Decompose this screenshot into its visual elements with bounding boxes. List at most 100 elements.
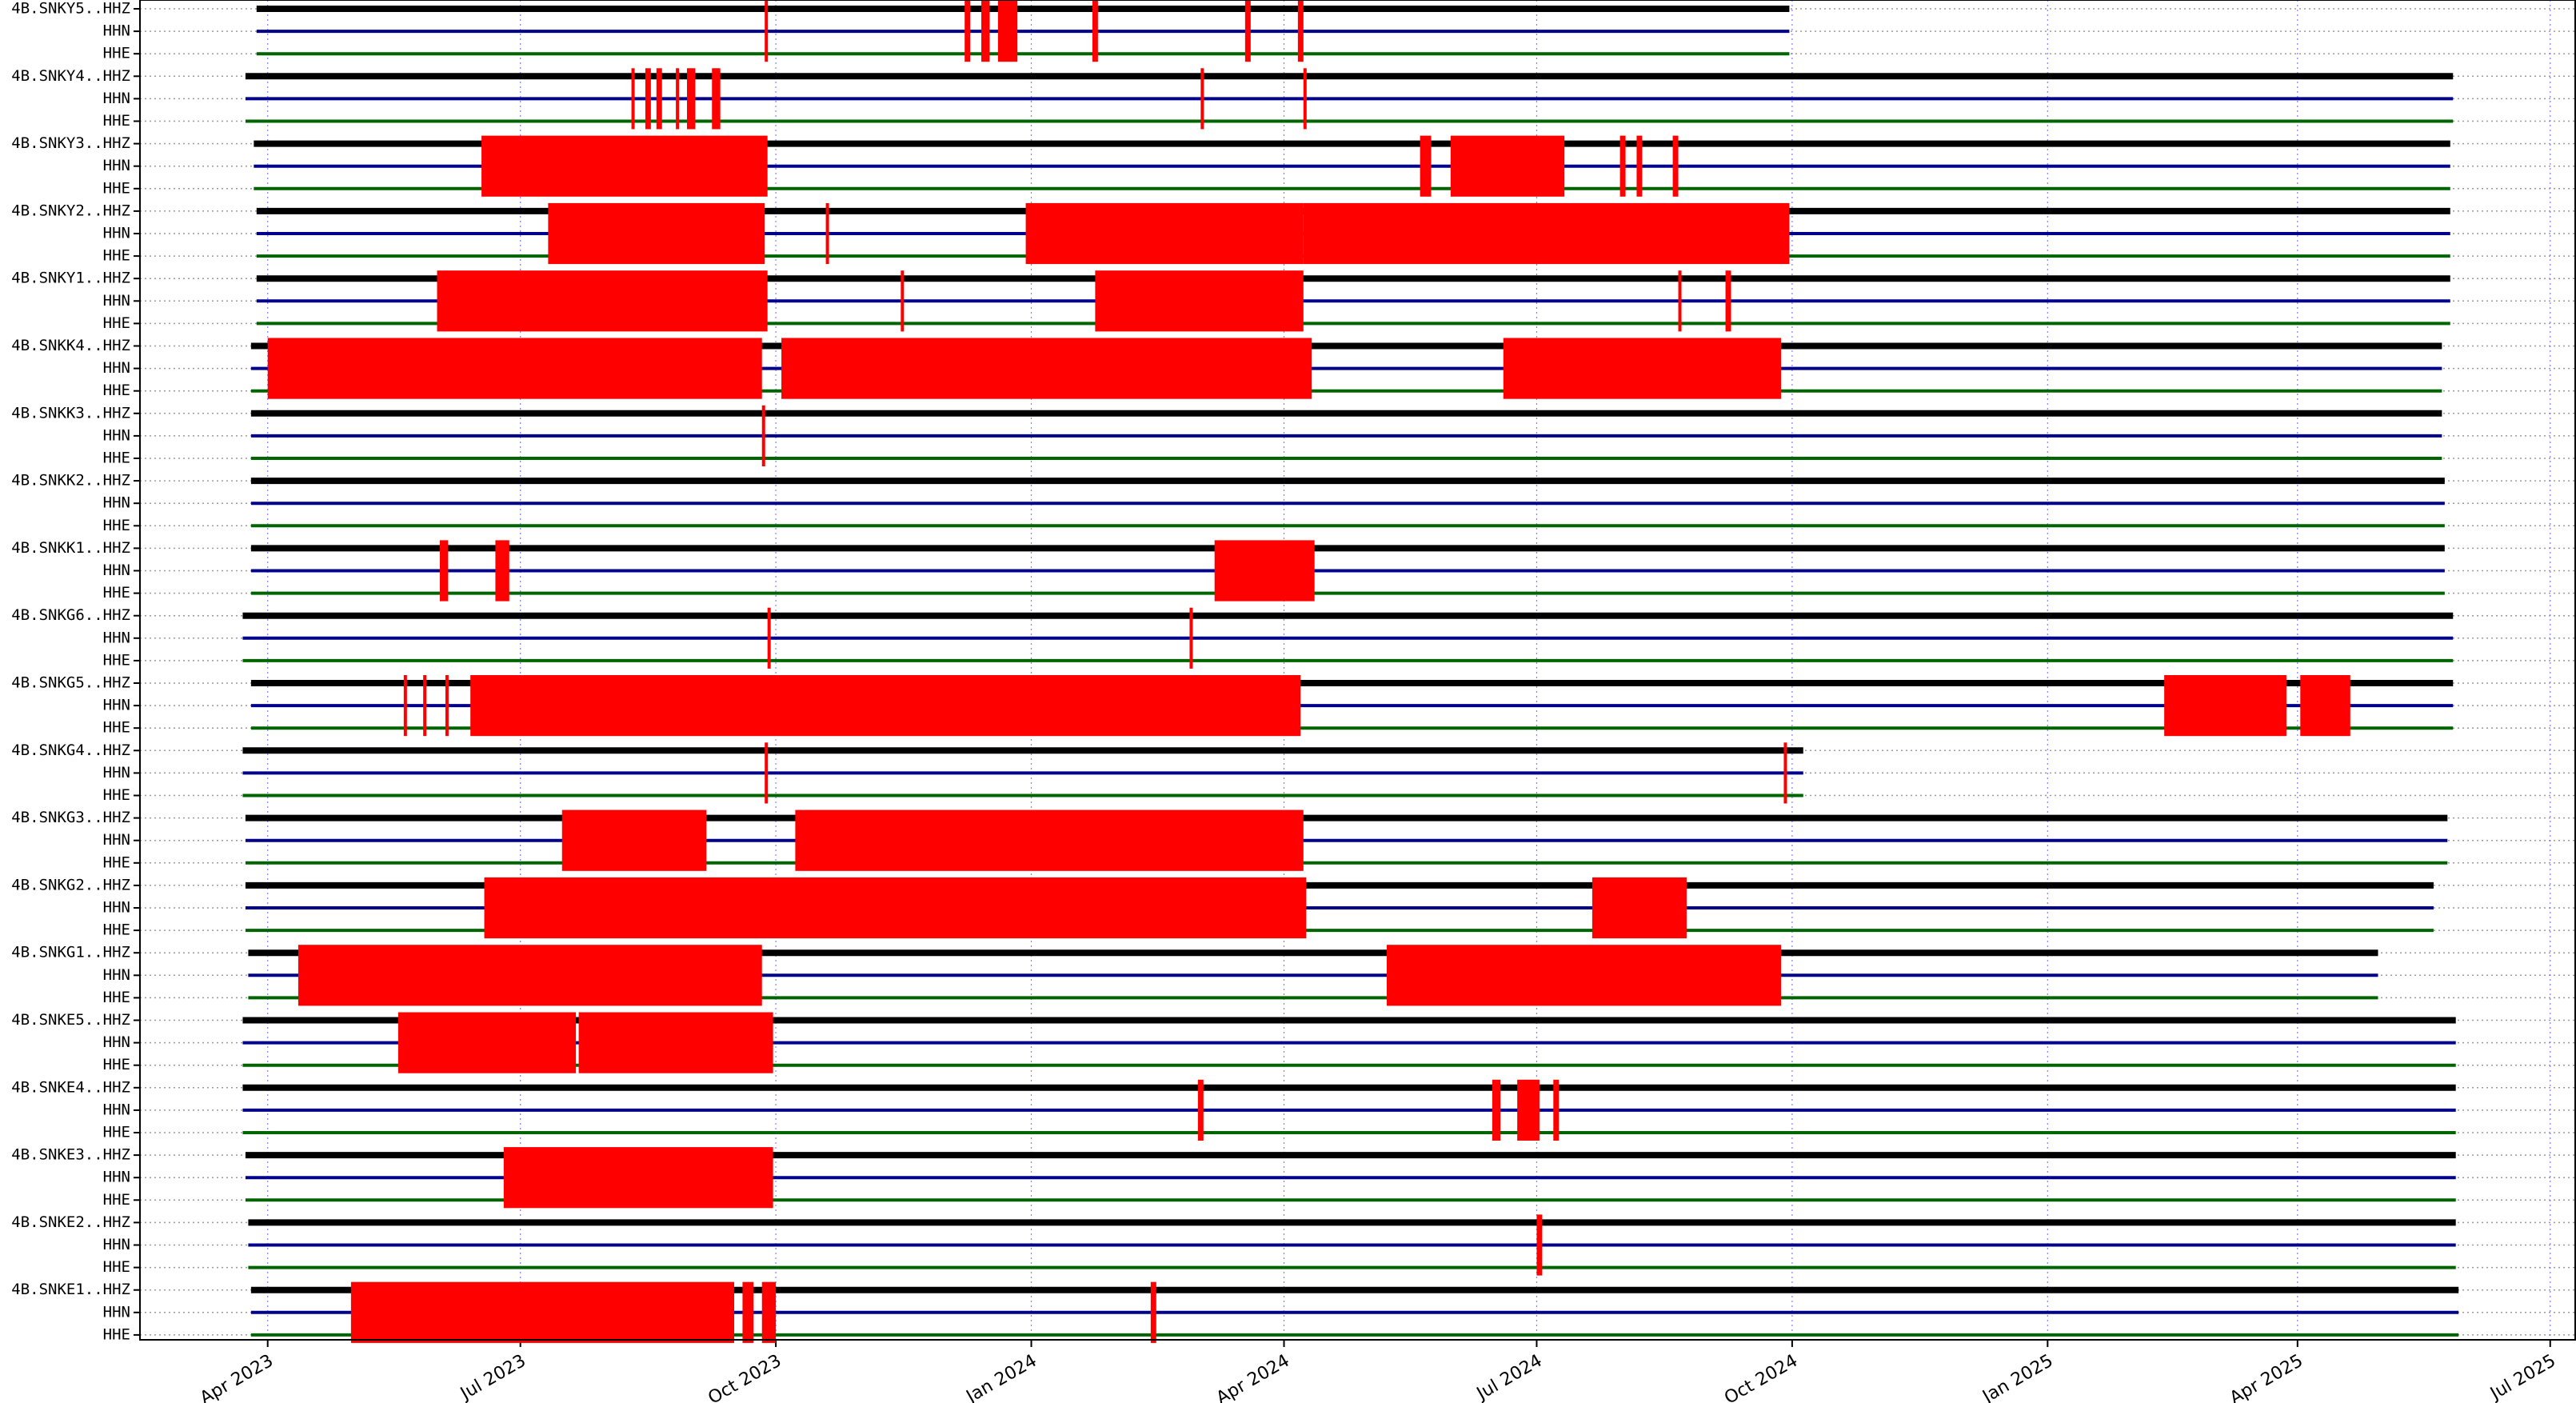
gap-block	[767, 607, 771, 669]
x-tick-label: Oct 2023	[705, 1351, 785, 1403]
gap-block	[439, 540, 449, 602]
gap-block	[2164, 675, 2286, 737]
y-tick-label: 4B.SNKK3..HHZ	[11, 404, 130, 422]
y-tick-label: 4B.SNKK2..HHZ	[11, 472, 130, 490]
gap-block	[825, 202, 829, 265]
gap-block	[267, 338, 762, 399]
y-tick-label: HHE	[103, 786, 130, 804]
y-tick-label: HHE	[103, 1325, 130, 1343]
y-tick-label: HHN	[103, 22, 130, 40]
y-tick-label: HHN	[103, 1236, 130, 1253]
y-tick-label: HHN	[103, 90, 130, 107]
gap-block	[561, 809, 707, 871]
gap-block	[981, 1, 990, 62]
gap-block	[503, 1147, 773, 1209]
x-tick-label: Jul 2023	[456, 1351, 529, 1403]
y-tick-label: HHE	[103, 112, 130, 130]
y-tick-label: 4B.SNKE5..HHZ	[11, 1011, 130, 1029]
data-layer	[242, 1, 2459, 1343]
x-tick-label: Jul 2025	[2486, 1351, 2559, 1403]
y-tick-label: HHE	[103, 382, 130, 399]
y-tick-label: HHN	[103, 966, 130, 984]
gap-block	[495, 540, 509, 602]
gap-block	[1092, 1, 1098, 62]
gap-block	[901, 270, 905, 332]
plot-frame	[139, 0, 2576, 1341]
gap-block	[997, 1, 1018, 62]
gap-block	[965, 1, 971, 62]
y-tick-label: HHN	[103, 292, 130, 310]
gap-block	[781, 338, 1312, 399]
y-tick-label: HHE	[103, 989, 130, 1006]
y-tick-label: HHE	[103, 719, 130, 737]
x-tick-label: Jan 2025	[1978, 1351, 2056, 1403]
y-tick-label: 4B.SNKY4..HHZ	[11, 67, 130, 85]
y-tick-label: HHE	[103, 517, 130, 534]
gap-block	[397, 1012, 577, 1073]
gap-block	[686, 68, 696, 130]
gap-block	[1420, 135, 1432, 197]
y-tick-label: HHN	[103, 1169, 130, 1186]
gap-block	[350, 1281, 735, 1343]
y-tick-label: 4B.SNKG6..HHZ	[11, 606, 130, 624]
y-tick-label: 4B.SNKG3..HHZ	[11, 809, 130, 826]
gap-block	[1783, 742, 1787, 804]
x-tick-label: Oct 2024	[1721, 1351, 1801, 1403]
y-tick-label: HHN	[103, 1033, 130, 1051]
y-tick-label: 4B.SNKE3..HHZ	[11, 1146, 130, 1164]
y-tick-label: HHN	[103, 697, 130, 714]
gap-block	[578, 1012, 773, 1073]
grid-layer	[134, 0, 2575, 1347]
y-tick-label: HHE	[103, 179, 130, 197]
y-tick-label: HHE	[103, 450, 130, 467]
y-tick-label: 4B.SNKY3..HHZ	[11, 134, 130, 152]
y-tick-label: HHE	[103, 584, 130, 602]
gap-block	[1672, 135, 1679, 197]
gap-block	[1197, 1079, 1204, 1141]
gap-block	[1536, 1214, 1543, 1276]
x-tick-label: Jan 2024	[962, 1351, 1040, 1403]
gap-block	[548, 202, 765, 265]
gap-block	[298, 945, 762, 1006]
gap-block	[1492, 1079, 1501, 1141]
gap-block	[1297, 1, 1304, 62]
y-tick-label: HHN	[103, 1101, 130, 1118]
gap-block	[1189, 607, 1193, 669]
gap-block	[437, 270, 768, 332]
y-tick-label: HHN	[103, 1303, 130, 1321]
gap-block	[481, 135, 768, 197]
y-tick-label: HHN	[103, 225, 130, 242]
y-tick-label: HHN	[103, 764, 130, 781]
gap-block	[712, 68, 721, 130]
x-tick-label: Apr 2024	[1213, 1351, 1293, 1403]
y-tick-label: HHE	[103, 921, 130, 939]
y-tick-label: HHN	[103, 831, 130, 849]
gap-block	[761, 1281, 777, 1343]
gap-block	[1244, 1, 1251, 62]
gap-block	[1725, 270, 1731, 332]
x-tick-label: Apr 2023	[197, 1351, 277, 1403]
y-tick-label: HHE	[103, 651, 130, 669]
gap-block	[1450, 135, 1565, 197]
gap-block	[1095, 270, 1304, 332]
gap-block	[645, 68, 651, 130]
gap-block	[1636, 135, 1643, 197]
y-tick-label: HHE	[103, 1056, 130, 1073]
y-tick-label: HHN	[103, 494, 130, 512]
gap-block	[1619, 135, 1626, 197]
gap-block	[1503, 338, 1781, 399]
gap-block	[1678, 270, 1682, 332]
y-tick-label: HHN	[103, 426, 130, 444]
y-tick-label: 4B.SNKE4..HHZ	[11, 1078, 130, 1096]
y-tick-label: HHN	[103, 157, 130, 174]
gap-block	[1303, 202, 1790, 265]
y-tick-label: 4B.SNKG2..HHZ	[11, 876, 130, 893]
gap-block	[403, 675, 407, 737]
gap-block	[1025, 202, 1304, 265]
y-tick-label: 4B.SNKY1..HHZ	[11, 270, 130, 287]
y-tick-label: HHE	[103, 1258, 130, 1276]
gap-block	[765, 1, 769, 62]
gap-block	[2300, 675, 2350, 737]
y-tick-label: 4B.SNKY2..HHZ	[11, 202, 130, 219]
